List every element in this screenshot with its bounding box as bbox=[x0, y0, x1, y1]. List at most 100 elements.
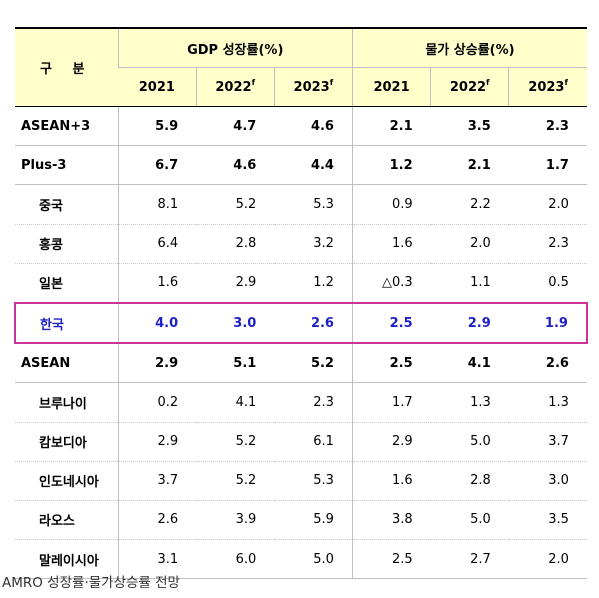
row-label: ASEAN+3 bbox=[15, 105, 118, 147]
cpi-value-cell: 2.1 bbox=[430, 145, 509, 186]
cpi-value-cell: 0.5 bbox=[508, 263, 587, 304]
gdp-value-cell: 5.2 bbox=[196, 184, 275, 225]
cpi-value-cell: 1.2 bbox=[351, 145, 431, 186]
forecast-marker: f bbox=[251, 77, 256, 87]
gdp-value-cell: 5.3 bbox=[274, 461, 353, 501]
gdp-value-cell: 6.0 bbox=[196, 539, 275, 580]
row-label: 일본 bbox=[15, 263, 118, 304]
table-row: 브루나이 0.2 4.1 2.3 1.7 1.3 1.3 bbox=[15, 382, 587, 423]
cpi-value-cell: 2.6 bbox=[508, 343, 587, 384]
table-row: 중국 8.1 5.2 5.3 0.9 2.2 2.0 bbox=[15, 184, 587, 225]
cpi-value-cell: 2.9 bbox=[351, 422, 431, 462]
gdp-value-cell: 3.1 bbox=[117, 539, 197, 580]
cpi-value-cell: 5.0 bbox=[430, 422, 509, 462]
year-header: 2021 bbox=[351, 67, 431, 107]
year-header: 2023f bbox=[508, 67, 587, 107]
gdp-value-cell: 3.2 bbox=[274, 224, 353, 264]
corner-header: 구 분 bbox=[15, 27, 118, 107]
year-label: 2022 bbox=[215, 79, 252, 95]
year-header: 2022f bbox=[430, 67, 509, 107]
table-row: Plus-3 6.7 4.6 4.4 1.2 2.1 1.7 bbox=[15, 145, 587, 186]
year-header: 2022f bbox=[195, 67, 275, 107]
year-header: 2023f bbox=[273, 67, 353, 107]
cpi-value-cell: 1.7 bbox=[351, 382, 431, 423]
gdp-value-cell: 6.4 bbox=[117, 224, 197, 264]
gdp-value-cell: 6.7 bbox=[117, 145, 197, 186]
table-row: ASEAN+3 5.9 4.7 4.6 2.1 3.5 2.3 bbox=[15, 105, 587, 147]
cpi-value-cell: 2.2 bbox=[430, 184, 509, 225]
cpi-value-cell: 2.3 bbox=[508, 224, 587, 264]
year-label: 2023 bbox=[293, 79, 330, 95]
cpi-value-cell: 2.0 bbox=[508, 184, 587, 225]
table-row: 홍콩 6.4 2.8 3.2 1.6 2.0 2.3 bbox=[15, 224, 587, 264]
row-label: 중국 bbox=[15, 184, 118, 225]
cpi-value-cell: 2.7 bbox=[430, 539, 509, 580]
cpi-value-cell: 2.9 bbox=[430, 301, 509, 345]
row-label: 브루나이 bbox=[15, 382, 118, 423]
cpi-value-cell: 1.3 bbox=[430, 382, 509, 423]
row-label: 캄보디아 bbox=[15, 422, 118, 462]
gdp-value-cell: 1.6 bbox=[117, 263, 197, 304]
gdp-value-cell: 5.2 bbox=[274, 343, 353, 384]
gdp-value-cell: 4.0 bbox=[117, 301, 197, 345]
row-label: 인도네시아 bbox=[15, 461, 118, 501]
gdp-value-cell: 5.9 bbox=[117, 105, 197, 147]
table-row: 일본 1.6 2.9 1.2 △0.3 1.1 0.5 bbox=[15, 263, 587, 304]
table-body: ASEAN+3 5.9 4.7 4.6 2.1 3.5 2.3 Plus-3 6.7 4.6 4.4… bbox=[14, 105, 588, 580]
gdp-value-cell: 2.8 bbox=[196, 224, 275, 264]
forecast-marker: f bbox=[564, 77, 568, 87]
cpi-value-cell: 3.0 bbox=[508, 461, 587, 501]
cpi-value-cell: 1.1 bbox=[430, 263, 509, 304]
gdp-value-cell: 4.4 bbox=[274, 145, 353, 186]
table-row: ASEAN 2.9 5.1 5.2 2.5 4.1 2.6 bbox=[15, 343, 587, 384]
cpi-group-header: 물가 상승률(%) bbox=[351, 27, 587, 68]
cpi-value-cell: 1.7 bbox=[508, 145, 587, 186]
row-label: 라오스 bbox=[15, 500, 118, 541]
cpi-value-cell: 4.1 bbox=[430, 343, 509, 384]
forecast-marker: f bbox=[329, 77, 334, 87]
gdp-value-cell: 5.0 bbox=[274, 539, 353, 580]
cpi-value-cell: 1.3 bbox=[508, 382, 587, 423]
gdp-value-cell: 2.3 bbox=[274, 382, 353, 423]
header-row-years: 2021 2022f 2023f 2021 2022f 2023f bbox=[15, 67, 587, 107]
year-label: 2022 bbox=[449, 79, 487, 95]
table-row: 한국 4.0 3.0 2.6 2.5 2.9 1.9 bbox=[14, 301, 588, 345]
cpi-value-cell: 3.5 bbox=[430, 105, 509, 147]
row-label: ASEAN bbox=[15, 343, 118, 384]
gdp-value-cell: 5.2 bbox=[196, 461, 275, 501]
cpi-value-cell: 1.9 bbox=[508, 301, 588, 345]
cpi-value-cell: 2.8 bbox=[430, 461, 509, 501]
gdp-value-cell: 4.6 bbox=[196, 145, 275, 186]
cpi-value-cell: 5.0 bbox=[430, 500, 509, 541]
cpi-value-cell: 2.1 bbox=[351, 105, 431, 147]
forecast-marker: f bbox=[486, 77, 490, 87]
gdp-value-cell: 3.9 bbox=[196, 500, 275, 541]
cpi-value-cell: 2.3 bbox=[508, 105, 587, 147]
row-label: 홍콩 bbox=[15, 224, 118, 264]
cpi-value-cell: 2.5 bbox=[351, 539, 431, 580]
row-label: Plus-3 bbox=[15, 145, 118, 186]
cpi-value-cell: 0.9 bbox=[351, 184, 431, 225]
cpi-value-cell: 1.6 bbox=[351, 224, 431, 264]
gdp-value-cell: 2.9 bbox=[117, 343, 197, 384]
gdp-value-cell: 5.3 bbox=[274, 184, 353, 225]
gdp-value-cell: 2.9 bbox=[117, 422, 197, 462]
year-label: 2021 bbox=[373, 79, 410, 95]
gdp-value-cell: 8.1 bbox=[117, 184, 197, 225]
image-caption: AMRO 성장률·물가상승률 전망 bbox=[2, 575, 180, 591]
gdp-value-cell: 4.1 bbox=[196, 382, 275, 423]
gdp-value-cell: 0.2 bbox=[117, 382, 197, 423]
cpi-value-cell: 2.5 bbox=[351, 343, 431, 384]
cpi-value-cell: 2.0 bbox=[430, 224, 509, 264]
forecast-table: 구 분 GDP 성장률(%) 물가 상승률(%) 2021 2022f 2023f 2… bbox=[14, 27, 588, 580]
row-label: 한국 bbox=[14, 301, 118, 345]
cpi-value-cell: 2.5 bbox=[351, 301, 431, 345]
gdp-value-cell: 6.1 bbox=[274, 422, 353, 462]
cpi-value-cell: △0.3 bbox=[351, 263, 431, 304]
gdp-value-cell: 2.6 bbox=[117, 500, 197, 541]
cpi-value-cell: 1.6 bbox=[351, 461, 431, 501]
table-row: 캄보디아 2.9 5.2 6.1 2.9 5.0 3.7 bbox=[15, 422, 587, 462]
gdp-value-cell: 4.6 bbox=[274, 105, 353, 147]
header-row-groups: 구 분 GDP 성장률(%) 물가 상승률(%) bbox=[15, 27, 587, 107]
table-row: 라오스 2.6 3.9 5.9 3.8 5.0 3.5 bbox=[15, 500, 587, 541]
